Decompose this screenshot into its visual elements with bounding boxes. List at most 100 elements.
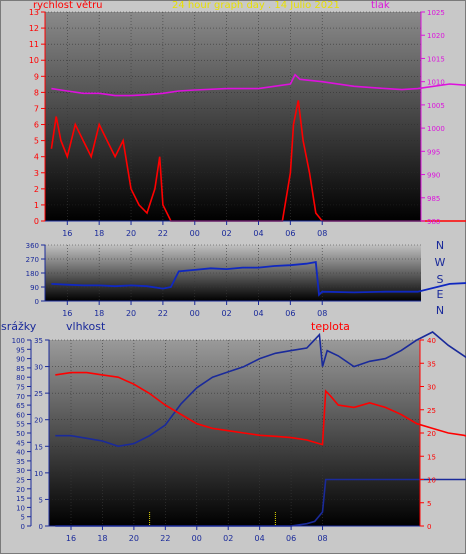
x-tick-label: 18 xyxy=(97,534,107,543)
y-outer-tick-label: 50 xyxy=(16,430,25,438)
x-tick-label: 06 xyxy=(285,309,295,318)
compass-label-s: S xyxy=(437,273,444,286)
chart-title: 24 hour graph day . 14 Julio 2021 xyxy=(172,0,340,11)
x-tick-label: 16 xyxy=(62,229,72,238)
y-outer-tick-label: 75 xyxy=(16,384,25,392)
y-tick-label: 90 xyxy=(30,284,39,292)
y-left-tick-label: 10 xyxy=(29,56,39,65)
y-left-tick-label: 0 xyxy=(34,217,39,226)
humidity-label: vlhkost xyxy=(66,320,106,333)
y-left-tick-label: 2 xyxy=(34,185,39,194)
y-outer-tick-label: 45 xyxy=(16,439,25,447)
compass-label-e: E xyxy=(437,288,444,301)
y-left-tick-label: 4 xyxy=(34,153,39,162)
y-right-tick-label: 0 xyxy=(427,523,431,531)
y-right-tick-label: 1025 xyxy=(427,9,445,17)
y-inner-tick-label: 25 xyxy=(34,390,43,398)
y-right-tick-label: 1005 xyxy=(427,102,445,110)
x-tick-label: 02 xyxy=(223,534,233,543)
plot-area-1 xyxy=(45,12,421,221)
y-inner-tick-label: 30 xyxy=(34,364,43,372)
x-tick-label: 00 xyxy=(190,229,200,238)
y-left-tick-label: 7 xyxy=(34,104,39,113)
pressure-label: tlak xyxy=(371,0,390,11)
y-outer-tick-label: 35 xyxy=(16,458,25,466)
y-right-tick-label: 990 xyxy=(427,172,440,180)
y-right-tick-label: 25 xyxy=(427,407,436,415)
y-outer-tick-label: 40 xyxy=(16,449,25,457)
y-right-tick-label: 1000 xyxy=(427,125,445,133)
y-outer-tick-label: 100 xyxy=(12,337,25,345)
y-left-tick-label: 1 xyxy=(34,201,39,210)
y-left-tick-label: 5 xyxy=(34,137,39,146)
x-tick-label: 08 xyxy=(317,309,327,318)
y-tick-label: 270 xyxy=(26,256,39,264)
y-right-tick-label: 980 xyxy=(427,218,440,226)
y-right-tick-label: 40 xyxy=(427,337,436,345)
x-tick-label: 22 xyxy=(158,229,168,238)
x-tick-label: 18 xyxy=(94,229,104,238)
y-outer-tick-label: 55 xyxy=(16,421,25,429)
y-right-tick-label: 985 xyxy=(427,195,440,203)
temperature-label: teplota xyxy=(311,320,350,333)
x-tick-label: 16 xyxy=(62,309,72,318)
y-inner-tick-label: 5 xyxy=(39,496,43,504)
y-inner-tick-label: 0 xyxy=(39,523,43,531)
y-right-tick-label: 1010 xyxy=(427,79,445,87)
x-tick-label: 04 xyxy=(253,229,263,238)
compass-label-n: N xyxy=(436,304,444,317)
y-right-tick-label: 10 xyxy=(427,477,436,485)
x-tick-label: 04 xyxy=(255,534,265,543)
y-outer-tick-label: 0 xyxy=(21,523,25,531)
x-tick-label: 16 xyxy=(66,534,76,543)
y-right-tick-label: 20 xyxy=(427,430,436,438)
y-outer-tick-label: 10 xyxy=(16,504,25,512)
x-tick-label: 08 xyxy=(317,229,327,238)
x-tick-label: 22 xyxy=(160,534,170,543)
x-tick-label: 00 xyxy=(192,534,202,543)
rain-label: srážky xyxy=(1,320,37,333)
y-inner-tick-label: 10 xyxy=(34,470,43,478)
y-right-tick-label: 15 xyxy=(427,453,436,461)
wind-speed-label: rychlost větru xyxy=(33,0,103,11)
y-tick-label: 360 xyxy=(26,242,39,250)
y-left-tick-label: 8 xyxy=(34,88,39,97)
y-left-tick-label: 3 xyxy=(34,169,39,178)
y-outer-tick-label: 85 xyxy=(16,365,25,373)
y-inner-tick-label: 35 xyxy=(34,337,43,345)
y-outer-tick-label: 70 xyxy=(16,393,25,401)
x-tick-label: 20 xyxy=(126,309,136,318)
y-outer-tick-label: 95 xyxy=(16,346,25,354)
plot-area-3 xyxy=(49,340,420,526)
x-tick-label: 18 xyxy=(94,309,104,318)
x-tick-label: 04 xyxy=(253,309,263,318)
x-tick-label: 00 xyxy=(190,309,200,318)
x-tick-label: 08 xyxy=(317,534,327,543)
x-tick-label: 02 xyxy=(222,229,232,238)
y-right-tick-label: 1015 xyxy=(427,55,445,63)
y-left-tick-label: 11 xyxy=(29,40,39,49)
x-tick-label: 20 xyxy=(126,229,136,238)
y-outer-tick-label: 60 xyxy=(16,411,25,419)
humidity-line xyxy=(55,331,466,448)
y-right-tick-label: 5 xyxy=(427,500,431,508)
y-inner-tick-label: 20 xyxy=(34,417,43,425)
pressure-line xyxy=(51,73,466,97)
y-left-tick-label: 6 xyxy=(34,121,39,130)
y-tick-label: 0 xyxy=(35,298,39,306)
compass-label-n: N xyxy=(436,239,444,252)
y-left-tick-label: 12 xyxy=(29,24,39,33)
y-outer-tick-label: 5 xyxy=(21,514,25,522)
y-left-tick-label: 13 xyxy=(29,8,39,17)
x-tick-label: 22 xyxy=(158,309,168,318)
y-right-tick-label: 995 xyxy=(427,148,440,156)
y-outer-tick-label: 20 xyxy=(16,486,25,494)
x-tick-label: 06 xyxy=(286,534,296,543)
compass-label-w: W xyxy=(435,256,446,269)
y-outer-tick-label: 15 xyxy=(16,495,25,503)
rain-line xyxy=(55,478,466,527)
y-outer-tick-label: 25 xyxy=(16,477,25,485)
y-outer-tick-label: 30 xyxy=(16,467,25,475)
y-left-tick-label: 9 xyxy=(34,72,39,81)
